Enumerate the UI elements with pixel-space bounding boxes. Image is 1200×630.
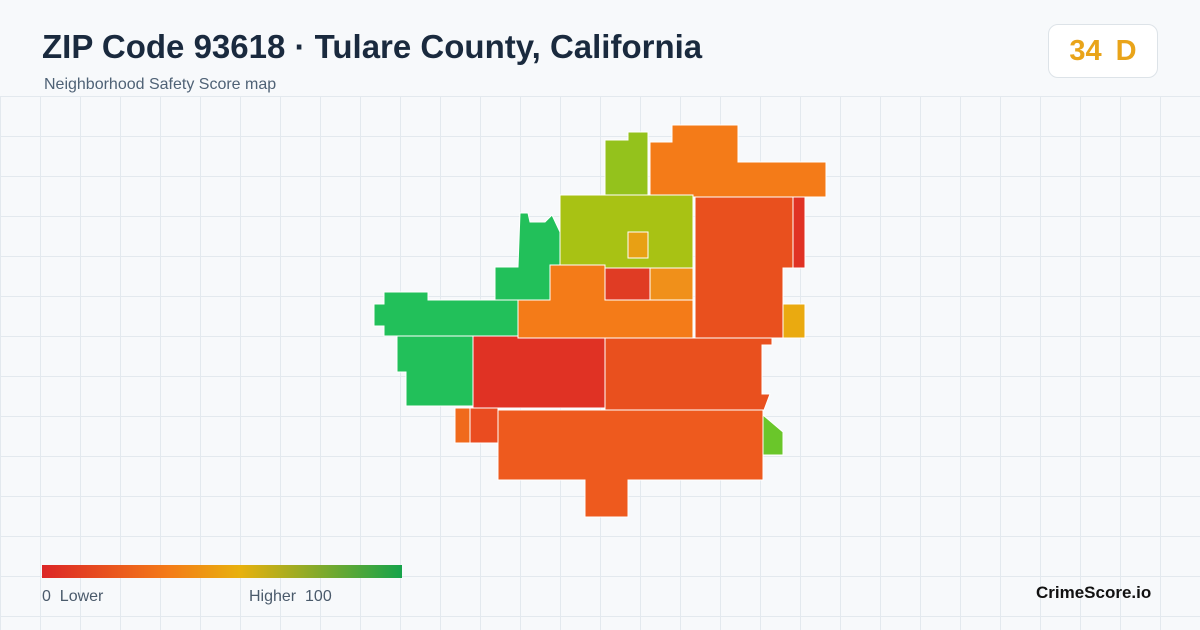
region — [497, 409, 764, 518]
legend-max: Higher 100 — [249, 588, 332, 606]
legend-min-label: Lower — [59, 588, 104, 605]
score-grade: D — [1115, 35, 1137, 67]
region — [604, 337, 773, 411]
score-badge: 34 D — [1048, 24, 1158, 78]
brand: CrimeScore.io — [1036, 583, 1152, 602]
legend-bar — [42, 565, 402, 578]
region — [559, 194, 694, 269]
region — [396, 335, 474, 407]
region — [454, 407, 471, 444]
header: ZIP Code 93618 · Tulare County, Californ… — [0, 0, 1200, 96]
subtitle: Neighborhood Safety Score map — [44, 76, 277, 93]
region — [792, 196, 806, 269]
region — [694, 196, 794, 339]
region — [762, 413, 784, 456]
region — [782, 303, 806, 339]
region — [472, 335, 606, 409]
region — [649, 124, 827, 198]
region — [373, 291, 519, 337]
region — [604, 267, 651, 301]
region — [649, 267, 694, 301]
region — [627, 231, 649, 259]
region — [469, 407, 499, 444]
region — [604, 131, 649, 196]
legend-max-value: 100 — [305, 588, 332, 605]
score-value: 34 — [1069, 35, 1102, 67]
legend-min: 0 Lower — [42, 588, 103, 606]
legend-max-label: Higher — [249, 588, 297, 605]
legend-min-value: 0 — [42, 588, 51, 605]
title: ZIP Code 93618 · Tulare County, Californ… — [42, 28, 703, 65]
